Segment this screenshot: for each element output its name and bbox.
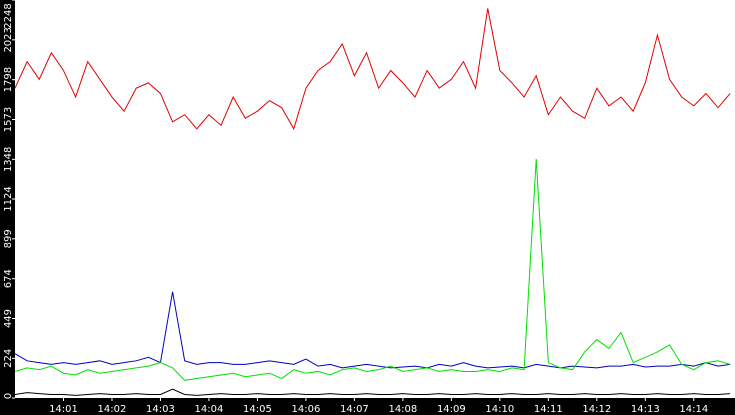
y-tick-label: 0: [3, 393, 14, 399]
x-tick-label: 14:11: [534, 404, 563, 415]
y-tick-label: 1348: [3, 147, 14, 172]
x-tick-label: 14:06: [291, 404, 320, 415]
x-tick-label: 14:08: [388, 404, 417, 415]
plot-area: [15, 0, 735, 398]
x-tick-label: 14:01: [49, 404, 78, 415]
y-tick-label: 899: [3, 229, 14, 248]
x-tick-label: 14:05: [243, 404, 272, 415]
y-tick-label: 1124: [3, 186, 14, 211]
series-line: [14, 158, 731, 381]
y-tick-label: 2248: [3, 3, 14, 28]
x-tick-label: 14:14: [679, 404, 708, 415]
x-tick-label: 14:04: [195, 404, 224, 415]
y-tick-label: 1798: [3, 67, 14, 92]
x-tick-label: 14:10: [485, 404, 514, 415]
series-line: [14, 388, 731, 396]
y-tick-label: 2023: [3, 27, 14, 52]
series-line: [14, 8, 731, 131]
y-tick-label: 674: [3, 269, 14, 288]
x-tick-label: 14:03: [146, 404, 175, 415]
y-tick-label: 224: [3, 349, 14, 368]
series-line: [14, 291, 731, 369]
x-tick-label: 14:02: [98, 404, 127, 415]
x-tick-label: 14:13: [631, 404, 660, 415]
y-tick-label: 449: [3, 309, 14, 328]
x-tick-label: 14:12: [582, 404, 611, 415]
y-tick-label: 1573: [3, 107, 14, 132]
x-tick-label: 14:07: [340, 404, 369, 415]
x-tick-label: 14:09: [437, 404, 466, 415]
